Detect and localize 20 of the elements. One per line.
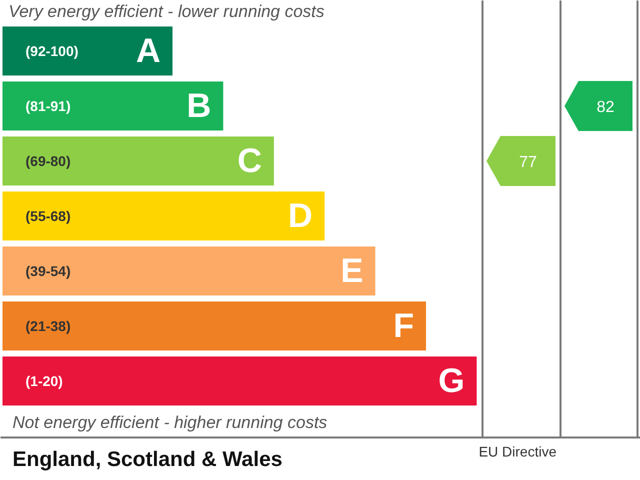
data-label: 77	[519, 154, 537, 171]
category-label: (92-100)	[26, 43, 78, 59]
category-label: (69-80)	[26, 153, 71, 169]
text: E	[340, 252, 364, 290]
category-label: (39-54)	[26, 263, 71, 279]
category-label: (55-68)	[26, 208, 71, 224]
text: C	[237, 142, 262, 180]
text: England, Scotland & Wales	[12, 448, 282, 471]
category-label: (21-38)	[26, 318, 71, 334]
category-label: (81-91)	[26, 98, 71, 114]
category-label: (1-20)	[26, 373, 63, 389]
data-label: 82	[596, 99, 614, 116]
text: A	[136, 32, 161, 70]
text: G	[438, 362, 465, 400]
text: F	[393, 307, 414, 345]
text: Very energy efficient - lower running costs	[8, 2, 325, 21]
text: Not energy efficient - higher running costs	[12, 413, 328, 432]
text: EU Directive	[478, 444, 557, 460]
text: D	[288, 197, 313, 235]
text: B	[186, 87, 212, 125]
